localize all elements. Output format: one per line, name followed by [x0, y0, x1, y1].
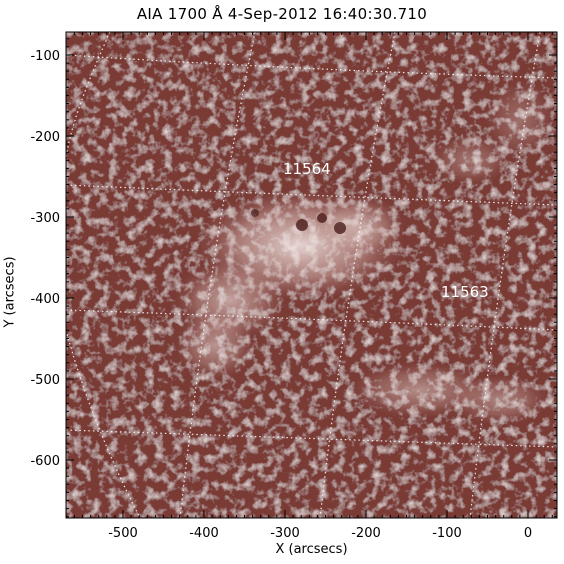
x-tick-label: -200 [351, 526, 381, 541]
y-tick-label: -300 [30, 211, 60, 226]
active-region-label: 11564 [283, 160, 331, 178]
x-tick-label: -400 [189, 526, 219, 541]
active-region-label: 11563 [441, 283, 489, 301]
y-tick-label: -200 [30, 130, 60, 145]
figure-title: AIA 1700 Å 4-Sep-2012 16:40:30.710 [136, 5, 428, 23]
y-axis-label: Y (arcsecs) [2, 256, 18, 328]
x-axis-label: X (arcsecs) [275, 542, 348, 557]
y-tick-label: -400 [30, 292, 60, 307]
y-tick-label: -600 [30, 454, 60, 469]
x-tick-label: -100 [432, 526, 462, 541]
solar-image [66, 32, 557, 518]
x-tick-label: -500 [108, 526, 138, 541]
y-tick-label: -100 [30, 49, 60, 64]
x-tick-label: -300 [270, 526, 300, 541]
y-tick-label: -500 [30, 373, 60, 388]
x-tick-label: 0 [524, 526, 532, 541]
